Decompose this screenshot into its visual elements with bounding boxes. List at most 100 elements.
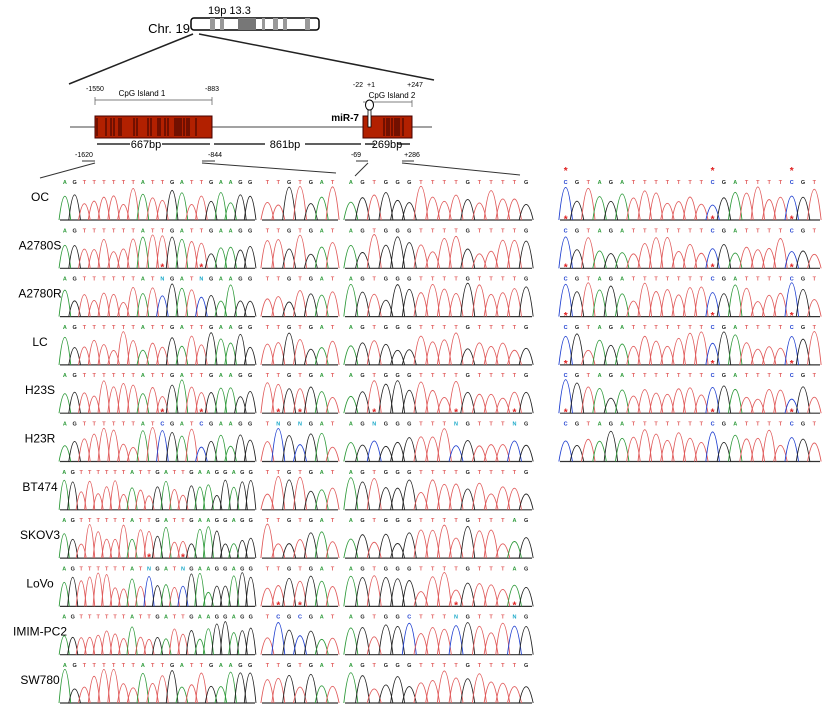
trace-peak [194,572,206,607]
zoom-line-left [68,33,194,85]
trace-peak [448,537,464,559]
trace-peak [126,187,140,221]
base-call: G [287,373,291,379]
base-call: T [113,566,117,572]
trace-peak [413,185,429,221]
base-call: T [266,615,270,621]
base-call: A [219,422,223,428]
base-call: T [200,228,204,234]
trace-peak [243,346,257,365]
base-call: T [779,325,783,331]
trace-peak [637,389,653,414]
trace-peak [518,686,534,704]
base-call: T [813,180,817,186]
base-call: G [238,422,242,428]
base-call: G [309,518,313,524]
base-call: G [466,228,470,234]
chromatogram-panel: T N G N G A T* * [260,408,340,463]
trace-peak [626,253,641,269]
trace-peak [243,439,257,462]
base-call: G [407,470,411,476]
base-call: G [170,422,174,428]
base-call: G [360,422,364,428]
base-call: G [524,180,528,186]
zoom-line-right [198,33,435,81]
trace-peak [495,622,511,655]
trace-peak [117,331,130,365]
base-call: T [513,277,517,283]
trace-peak [156,235,169,269]
base-call: G [215,518,219,524]
base-call: T [489,422,493,428]
base-call: G [248,422,252,428]
base-call: T [161,180,165,186]
trace-peak [390,284,406,317]
base-call: G [170,180,174,186]
trace-peak [107,195,120,221]
base-call: A [180,663,184,669]
base-call: T [767,180,771,186]
base-call: T [102,277,106,283]
base-call: T [131,422,135,428]
base-call: T [431,422,435,428]
base-call: T [122,373,126,379]
mirna-hairpin-icon [365,99,374,128]
base-call: G [384,470,388,476]
trace-peak [773,389,788,414]
base-call: G [395,470,399,476]
base-call: T [113,615,117,621]
trace-peak [303,386,318,414]
base-call: G [238,373,242,379]
trace-peak [727,284,743,317]
base-call: T [122,663,126,669]
methylation-star-icon: * [711,408,715,419]
trace-peak [807,331,822,365]
trace-peak [401,580,417,607]
base-call: T [88,615,92,621]
base-call: T [92,373,96,379]
trace-peak [260,637,275,655]
trace-peak [165,189,179,221]
base-call: G [609,422,613,428]
base-call: A [62,518,66,524]
base-call: T [419,422,423,428]
trace-peak [282,629,297,655]
base-call: T [131,373,135,379]
base-call: G [249,518,253,524]
base-call: C [298,615,302,621]
trace-peak [293,686,307,704]
base-call: A [229,277,233,283]
base-call: T [779,277,783,283]
chromatogram-panel: C G T A G A T T T T T T T C G A T T T T C G T * * * [558,263,822,318]
trace-peak [413,244,429,269]
trace-peak [271,476,286,510]
primer-lines [39,160,521,179]
trace-peak [195,672,208,704]
base-call: G [249,566,253,572]
trace-peak [243,245,257,269]
base-call: A [63,422,67,428]
trace-peak [271,239,286,269]
trace-peak [75,543,87,559]
base-call: N [160,277,164,283]
trace-peak [558,187,573,221]
base-call: T [139,566,143,572]
trace-peak [293,444,307,462]
trace-peak [282,675,297,704]
base-call: A [229,228,233,234]
base-call: T [298,277,302,283]
trace-peak [682,196,698,221]
trace-peak [293,339,307,365]
base-call: G [466,277,470,283]
trace-peak [325,341,340,365]
methylation-star-icon: * [790,359,794,370]
trace-peak [761,429,777,462]
trace-peak [378,577,394,607]
base-call: T [813,325,817,331]
base-call: T [190,325,194,331]
trace-peak [558,283,573,317]
trace-peak [366,340,382,365]
base-call: G [609,373,613,379]
